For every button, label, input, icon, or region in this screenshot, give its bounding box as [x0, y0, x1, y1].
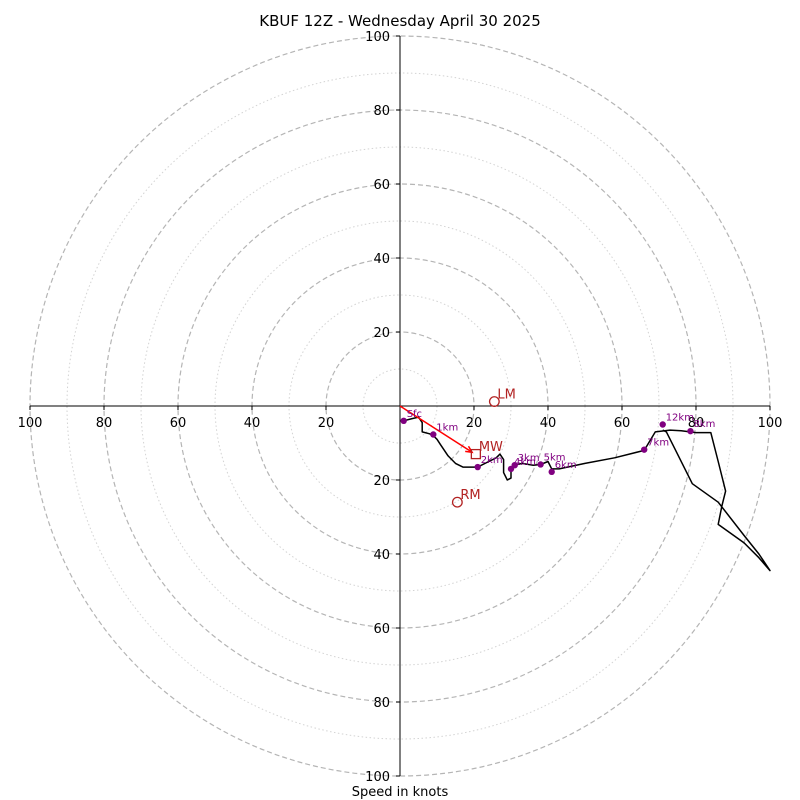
height-marker-dot	[659, 421, 666, 428]
chart-title: KBUF 12Z - Wednesday April 30 2025	[259, 12, 541, 30]
height-marker-label: 5km	[544, 452, 566, 463]
hodograph-trace-line	[403, 416, 771, 572]
storm-motion-label: RM	[460, 488, 480, 503]
height-marker-label: 2km	[481, 455, 503, 466]
x-tick-label: 100	[18, 416, 43, 431]
height-marker-dot	[537, 461, 544, 468]
tick-labels: 100 80 60 40 20 20 40 60 80 100 100 80 60 40 20 20 40 60 8…	[18, 30, 783, 785]
x-tick-label: 40	[244, 416, 261, 431]
storm-motion-label: LM	[497, 388, 515, 403]
height-marker-dot	[507, 465, 515, 473]
height-marker-label: Sfc	[407, 409, 422, 420]
y-tick-label: 40	[373, 252, 390, 267]
x-axis-label: Speed in knots	[352, 785, 449, 800]
height-marker-label: 12km	[666, 413, 694, 424]
y-tick-label: 60	[373, 178, 390, 193]
height-marker-label: 8km	[693, 419, 715, 430]
height-marker-dot	[400, 417, 407, 424]
shear-vector-line	[399, 405, 473, 453]
x-tick-label: 20	[466, 416, 483, 431]
height-marker-label: 4km	[514, 457, 536, 468]
height-marker-dot	[548, 468, 555, 476]
storm-motion-markers: LM RM MW	[451, 388, 516, 508]
storm-motion-circle	[488, 396, 500, 408]
x-tick-label: 20	[318, 416, 335, 431]
height-marker-dot	[641, 446, 648, 453]
x-tick-label: 80	[96, 416, 113, 431]
y-tick-label: 100	[365, 770, 390, 785]
y-tick-label: 80	[373, 104, 390, 119]
x-tick-label: 60	[614, 416, 631, 431]
height-marker-label: 7km	[647, 438, 669, 449]
storm-motion-label: MW	[479, 440, 503, 455]
height-marker-label: 3km	[518, 453, 540, 464]
y-tick-label: 20	[373, 326, 390, 341]
height-marker-label: 6km	[555, 460, 577, 471]
storm-motion-square	[470, 448, 482, 460]
x-tick-label: 100	[758, 416, 783, 431]
storm-motion-circle	[451, 496, 463, 508]
shear-vector-arrowhead	[465, 445, 474, 454]
y-tick-label: 100	[365, 30, 390, 45]
x-tick-label: 60	[170, 416, 187, 431]
y-tick-label: 80	[373, 696, 390, 711]
height-marker-dot	[430, 431, 437, 438]
height-marker-dot	[474, 463, 481, 471]
x-tick-label: 40	[540, 416, 557, 431]
x-tick-label: 80	[688, 416, 705, 431]
y-tick-label: 40	[373, 548, 390, 563]
height-marker-label: 1km	[436, 422, 458, 433]
y-tick-label: 20	[373, 474, 390, 489]
height-marker-dot	[687, 427, 694, 435]
y-tick-label: 60	[373, 622, 390, 637]
